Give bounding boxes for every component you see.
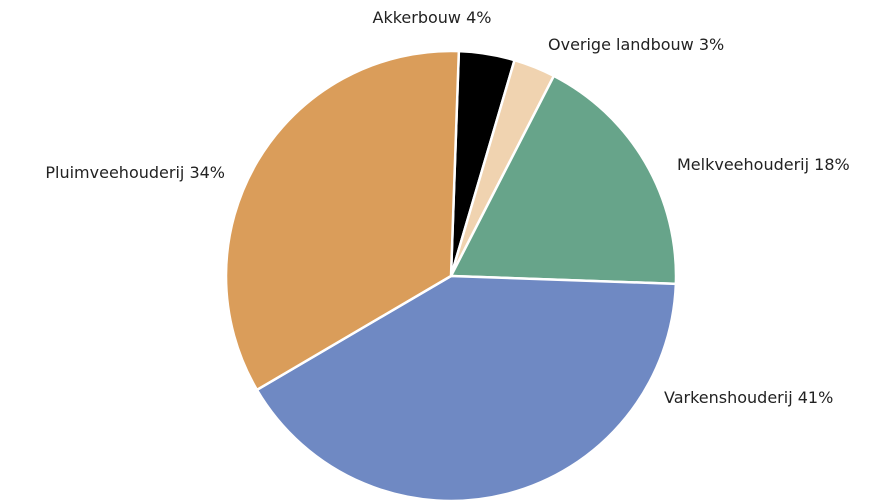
slice-category: Akkerbouw — [373, 8, 462, 27]
slice-label: Varkenshouderij 41% — [664, 388, 833, 407]
slice-label: Pluimveehouderij 34% — [45, 163, 225, 182]
pie-slice — [224, 49, 461, 392]
slice-value: 41% — [798, 388, 834, 407]
slice-label: Melkveehouderij 18% — [677, 155, 850, 174]
slice-category: Overige landbouw — [548, 35, 694, 54]
pie-slice — [255, 274, 678, 500]
slice-value: 3% — [699, 35, 724, 54]
slice-category: Melkveehouderij — [677, 155, 809, 174]
slice-value: 34% — [189, 163, 225, 182]
slice-category: Varkenshouderij — [664, 388, 793, 407]
slice-label: Akkerbouw 4% — [373, 8, 492, 27]
slice-value: 4% — [466, 8, 491, 27]
slice-label: Overige landbouw 3% — [548, 35, 724, 54]
pie-slice — [448, 74, 678, 286]
slice-value: 18% — [814, 155, 850, 174]
slice-category: Pluimveehouderij — [45, 163, 184, 182]
